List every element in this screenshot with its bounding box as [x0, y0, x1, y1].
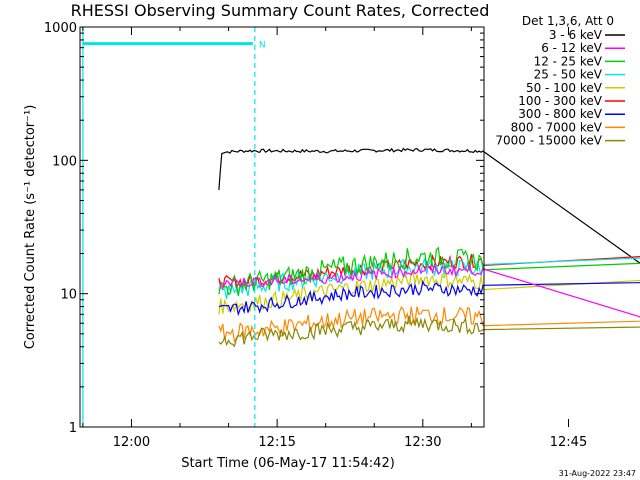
- legend-entry-label: 12 - 25 keV: [534, 54, 603, 68]
- series-line: [218, 263, 640, 318]
- series-line: [218, 279, 640, 317]
- series-line: [218, 147, 640, 264]
- legend-entry-label: 50 - 100 keV: [526, 81, 603, 95]
- footer-date: 31-Aug-2022 23:47: [559, 469, 636, 478]
- y-axis-label: Corrected Count Rate (s⁻¹ detector⁻¹): [23, 105, 38, 350]
- legend-entry-label: 25 - 50 keV: [534, 68, 603, 82]
- y-tick-label: 100: [52, 154, 77, 169]
- legend-entry-label: 300 - 800 keV: [518, 107, 602, 121]
- series-line: [218, 253, 640, 291]
- y-axis: 1 10 100 1000: [44, 21, 484, 436]
- series-line: [218, 246, 640, 296]
- legend-entry-label: 3 - 6 keV: [549, 28, 603, 42]
- x-tick-label: 12:15: [258, 435, 295, 450]
- legend-header: Det 1,3,6, Att 0: [522, 14, 614, 28]
- series-line: [218, 305, 640, 343]
- legend-entry-label: 100 - 300 keV: [518, 94, 602, 108]
- marker-layer: N: [82, 27, 266, 427]
- series-line: [218, 315, 640, 348]
- y-tick-label: 1000: [44, 21, 77, 36]
- y-tick-label: 10: [60, 288, 77, 303]
- chart-title: RHESSI Observing Summary Count Rates, Co…: [71, 1, 490, 20]
- series-line: [218, 270, 640, 315]
- flag-label: N: [259, 41, 266, 51]
- plot-frame: [79, 26, 485, 428]
- legend-entry-label: 800 - 7000 keV: [511, 120, 603, 134]
- legend-entry-label: 6 - 12 keV: [541, 41, 603, 55]
- x-tick-label: 12:45: [550, 435, 587, 450]
- x-axis-label: Start Time (06-May-17 11:54:42): [181, 456, 395, 471]
- x-tick-label: 12:00: [113, 435, 150, 450]
- legend-entry-label: 7000 - 15000 keV: [495, 134, 602, 148]
- y-tick-label: 1: [69, 421, 77, 436]
- series-layer: [218, 147, 640, 348]
- x-tick-label: 12:30: [404, 435, 441, 450]
